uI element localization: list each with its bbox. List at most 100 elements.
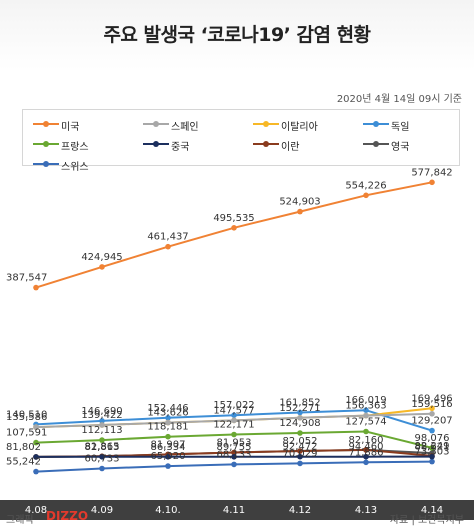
data-point	[231, 461, 237, 468]
brand-prefix: 그래픽	[6, 515, 34, 526]
data-label: 152,271	[279, 403, 320, 414]
source-label: 자료 | 보건복지부	[389, 515, 464, 526]
data-label: 127,574	[345, 417, 386, 428]
data-label: 139,422	[81, 410, 122, 421]
data-point	[231, 417, 237, 424]
data-point	[165, 433, 171, 440]
data-point	[99, 437, 105, 443]
data-point	[99, 422, 105, 428]
brand-logo: DIZZO	[46, 509, 89, 523]
data-point	[231, 431, 237, 438]
data-label: 122,171	[213, 420, 254, 431]
data-label: 161,852	[279, 398, 320, 409]
data-label: 157,022	[213, 400, 254, 411]
x-tick-label: 4.14	[421, 505, 443, 516]
data-point	[165, 419, 171, 426]
legend-marker	[43, 161, 49, 167]
data-label: 86,334	[151, 442, 186, 453]
x-tick-label: 4.08	[25, 505, 47, 516]
data-point	[99, 264, 105, 270]
data-label: 81,802	[6, 442, 41, 453]
legend-marker	[263, 121, 269, 127]
legend-label: 영국	[391, 142, 410, 153]
data-point	[33, 454, 39, 460]
data-point	[297, 409, 303, 416]
x-tick-label: 4.09	[91, 505, 113, 516]
legend-marker	[153, 121, 159, 127]
legend-marker	[373, 141, 379, 147]
data-label: 107,591	[6, 428, 47, 439]
data-label: 89,755	[217, 442, 252, 453]
data-point	[231, 454, 237, 460]
data-point	[363, 447, 369, 453]
data-point	[99, 454, 105, 460]
legend-marker	[43, 121, 49, 127]
data-label: 166,019	[345, 395, 386, 406]
data-point	[165, 454, 171, 460]
data-point	[33, 468, 39, 475]
data-point	[99, 465, 105, 472]
date-label: 2020년 4월 14일 09시 기준	[336, 94, 462, 105]
data-label: 55,242	[6, 457, 41, 468]
data-point	[429, 405, 435, 412]
data-label: 73,303	[415, 447, 450, 458]
data-label: 495,535	[213, 213, 254, 224]
x-tick-label: 4.10.	[155, 505, 180, 516]
data-label: 81,953	[217, 438, 252, 449]
legend-label: 스위스	[61, 162, 89, 173]
data-point	[165, 243, 171, 250]
data-label: 461,437	[147, 232, 188, 243]
data-label: 554,226	[345, 180, 386, 191]
data-point	[363, 192, 369, 199]
data-point	[297, 453, 303, 460]
legend-marker	[153, 141, 159, 147]
data-label: 140,510	[6, 409, 47, 420]
data-label: 82,813	[85, 442, 120, 453]
data-label: 65,020	[151, 451, 186, 462]
data-point	[363, 428, 369, 435]
data-label: 92,472	[283, 442, 318, 453]
data-point	[429, 453, 435, 460]
data-point	[363, 453, 369, 460]
data-point	[297, 208, 303, 215]
data-point	[297, 448, 303, 454]
data-point	[99, 418, 105, 424]
data-point	[297, 430, 303, 436]
data-label: 60,733	[85, 454, 120, 465]
data-point	[429, 411, 435, 417]
data-point	[33, 424, 39, 430]
data-point	[165, 463, 171, 469]
data-label: 577,842	[411, 167, 452, 178]
data-point	[165, 415, 171, 421]
data-point	[429, 179, 435, 186]
data-point	[297, 460, 303, 467]
data-label: 82,160	[349, 435, 384, 446]
data-point	[231, 449, 237, 456]
legend-label: 중국	[171, 142, 190, 153]
data-label: 82,052	[283, 436, 318, 447]
data-point	[33, 439, 39, 446]
legend-label: 이탈리아	[281, 122, 318, 133]
legend-marker	[373, 121, 379, 127]
data-point	[33, 284, 39, 291]
data-label: 81,865	[85, 441, 120, 452]
data-label: 147,577	[213, 405, 254, 416]
data-label: 146,690	[81, 406, 122, 417]
legend: 미국 스페인 이탈리아 독일 프랑스 중국 이란 영국 스위스	[22, 109, 460, 173]
x-axis-bar	[0, 500, 474, 520]
data-point	[363, 459, 369, 466]
data-point	[363, 412, 369, 419]
data-label: 152,446	[147, 403, 188, 414]
data-label: 112,113	[81, 425, 122, 436]
data-point	[363, 407, 369, 414]
data-label: 70,029	[283, 448, 318, 459]
data-label: 68,133	[217, 449, 252, 460]
data-label: 424,945	[81, 252, 122, 263]
x-tick-label: 4.11	[223, 505, 245, 516]
data-label: 143,626	[147, 408, 188, 419]
data-point	[231, 412, 237, 419]
data-point	[429, 427, 435, 434]
data-label: 159,516	[411, 399, 452, 410]
legend-label: 스페인	[171, 122, 199, 133]
data-point	[429, 445, 435, 451]
